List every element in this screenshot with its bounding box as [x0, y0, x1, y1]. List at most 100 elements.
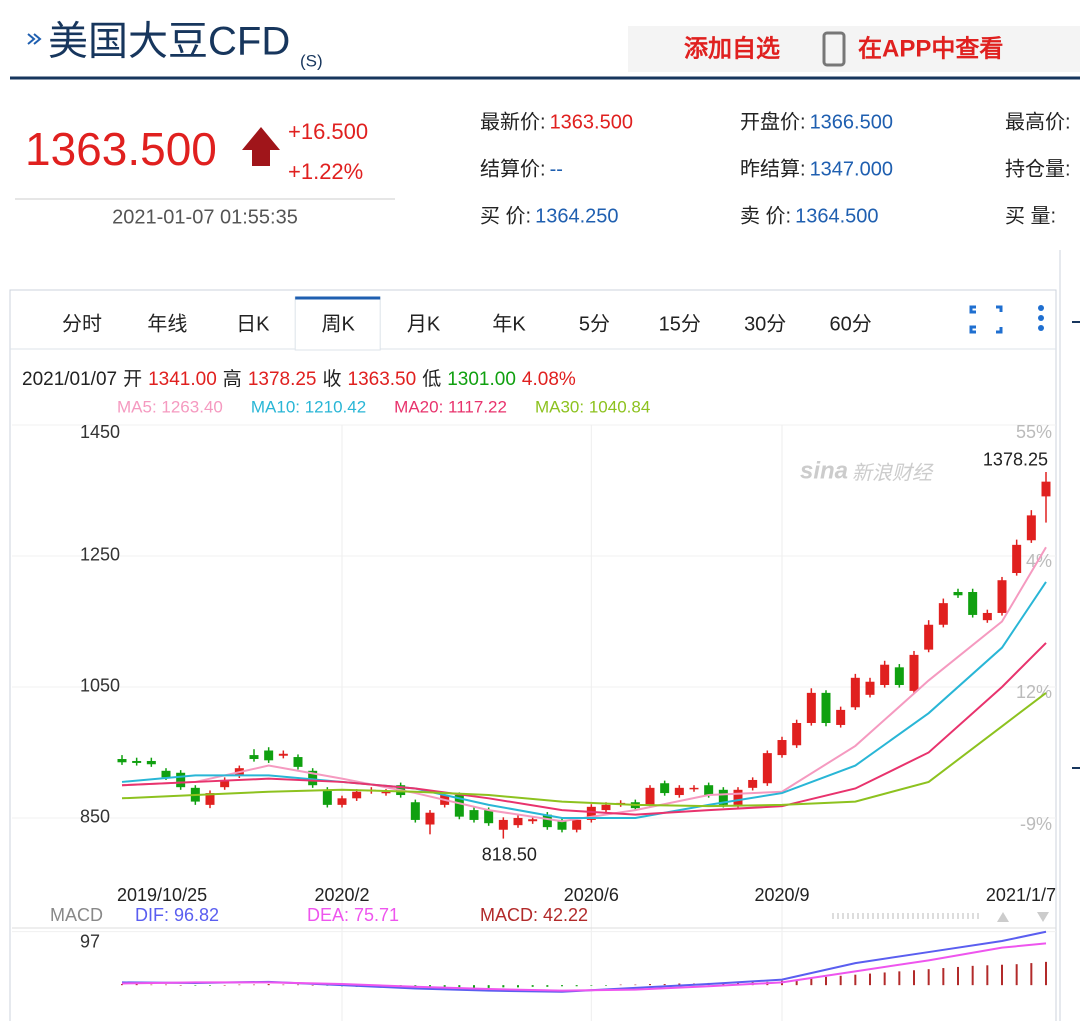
macd-bar: [971, 965, 974, 986]
tab[interactable]: 年K: [492, 312, 526, 335]
candle-body: [454, 795, 464, 817]
ma-line: [121, 581, 1047, 819]
macd-bar: [619, 984, 622, 986]
macd-bar: [1030, 963, 1033, 986]
y-tick-label: 850: [80, 807, 110, 827]
macd-bar: [986, 965, 989, 986]
field-value: 1347.000: [810, 158, 893, 180]
candle-body: [293, 757, 303, 767]
last-price: 1363.500: [25, 123, 217, 175]
field-label: 卖 价:: [740, 204, 791, 227]
ohlc-info: 低: [422, 368, 441, 390]
macd-bar: [590, 985, 593, 986]
menu-icon[interactable]: [1038, 305, 1044, 331]
macd-bar: [575, 985, 578, 987]
macd-bar: [546, 985, 549, 987]
tab[interactable]: 30分: [744, 312, 786, 335]
candle-body: [674, 787, 684, 796]
ma-line: [121, 642, 1047, 816]
candle-body: [513, 817, 523, 826]
add-watchlist[interactable]: 添加自选: [684, 34, 780, 62]
tab[interactable]: 5分: [579, 312, 610, 335]
macd-bar: [825, 976, 827, 986]
field-label: 最高价:: [1005, 110, 1071, 133]
macd-bar: [649, 984, 651, 986]
title-suffix: (S): [300, 51, 323, 70]
right-axis-label: 12%: [1016, 682, 1052, 702]
candle-body: [1026, 515, 1036, 541]
candle-body: [821, 692, 831, 723]
scroll-arrows[interactable]: [997, 912, 1049, 922]
macd-line: [121, 942, 1047, 992]
macd-bar: [253, 984, 255, 986]
candle-body: [249, 755, 259, 760]
tab[interactable]: 60分: [829, 312, 871, 335]
right-axis-label: -9%: [1020, 814, 1052, 834]
candle-body: [1041, 481, 1051, 497]
macd-bar: [165, 984, 167, 986]
fullscreen-icon[interactable]: [969, 305, 1003, 334]
y-tick-label: 1050: [80, 676, 120, 696]
macd-bar: [927, 969, 930, 986]
candle-body: [762, 753, 772, 784]
macd-bar: [282, 984, 285, 986]
field-label: 昨结算:: [740, 157, 806, 180]
y-tick-label: 1450: [80, 422, 120, 442]
y-tick-label: 1250: [80, 545, 120, 565]
macd-bar: [810, 978, 813, 986]
min-label: 818.50: [482, 844, 537, 864]
candle-body: [220, 779, 230, 788]
candle-body: [264, 750, 274, 761]
ohlc-info: 4.08%: [522, 369, 576, 390]
macd-bar: [179, 985, 182, 986]
candle-body: [469, 810, 479, 820]
tab[interactable]: 日K: [236, 313, 270, 335]
tab[interactable]: 年线: [147, 312, 187, 335]
candle-body: [806, 692, 816, 723]
candle-body: [718, 789, 728, 805]
macd-bar: [854, 974, 857, 986]
macd-tick-label: 97: [80, 931, 100, 951]
watermark-logo: sina: [800, 457, 848, 484]
candle-body: [308, 770, 318, 786]
macd-bar: [678, 983, 681, 986]
macd-bar: [942, 968, 945, 986]
candle-body: [982, 612, 992, 621]
macd-bar: [531, 985, 534, 987]
watermark-text: 新浪财经: [852, 462, 934, 484]
macd-bar: [223, 985, 226, 986]
chart-frame: [9, 289, 1057, 1021]
ma-line: [121, 546, 1047, 823]
page-title: 美国大豆CFD: [48, 20, 290, 64]
macd-bar: [121, 984, 123, 986]
candle-body: [968, 592, 978, 615]
macd-bar: [883, 972, 886, 986]
field-label: 持仓量:: [1005, 157, 1071, 180]
candle-body: [645, 787, 655, 805]
legend-item: MA20: 1117.22: [394, 397, 507, 416]
candle-body: [278, 753, 288, 756]
candle-body: [146, 760, 156, 765]
x-tick-label: 2021/1/7: [986, 885, 1056, 905]
macd-bar: [869, 973, 871, 986]
candle-body: [381, 791, 391, 794]
candle-body: [953, 592, 963, 596]
active-tab: [294, 296, 381, 351]
macd-bar: [605, 985, 607, 986]
tab[interactable]: 15分: [659, 312, 701, 335]
candle-body: [542, 814, 552, 828]
macd-bar: [487, 985, 490, 988]
candle-body: [689, 787, 699, 790]
tab[interactable]: 月K: [407, 313, 441, 335]
candle-body: [733, 789, 743, 805]
candle-body: [410, 802, 420, 820]
macd-bar: [194, 985, 197, 986]
candle-body: [132, 760, 142, 763]
open-app[interactable]: 在APP中查看: [858, 34, 1003, 62]
tab[interactable]: 分时: [62, 312, 102, 335]
candle-body: [425, 812, 435, 825]
tab[interactable]: 周K: [322, 313, 356, 335]
macd-bar: [663, 984, 666, 986]
macd-bar: [957, 966, 959, 986]
